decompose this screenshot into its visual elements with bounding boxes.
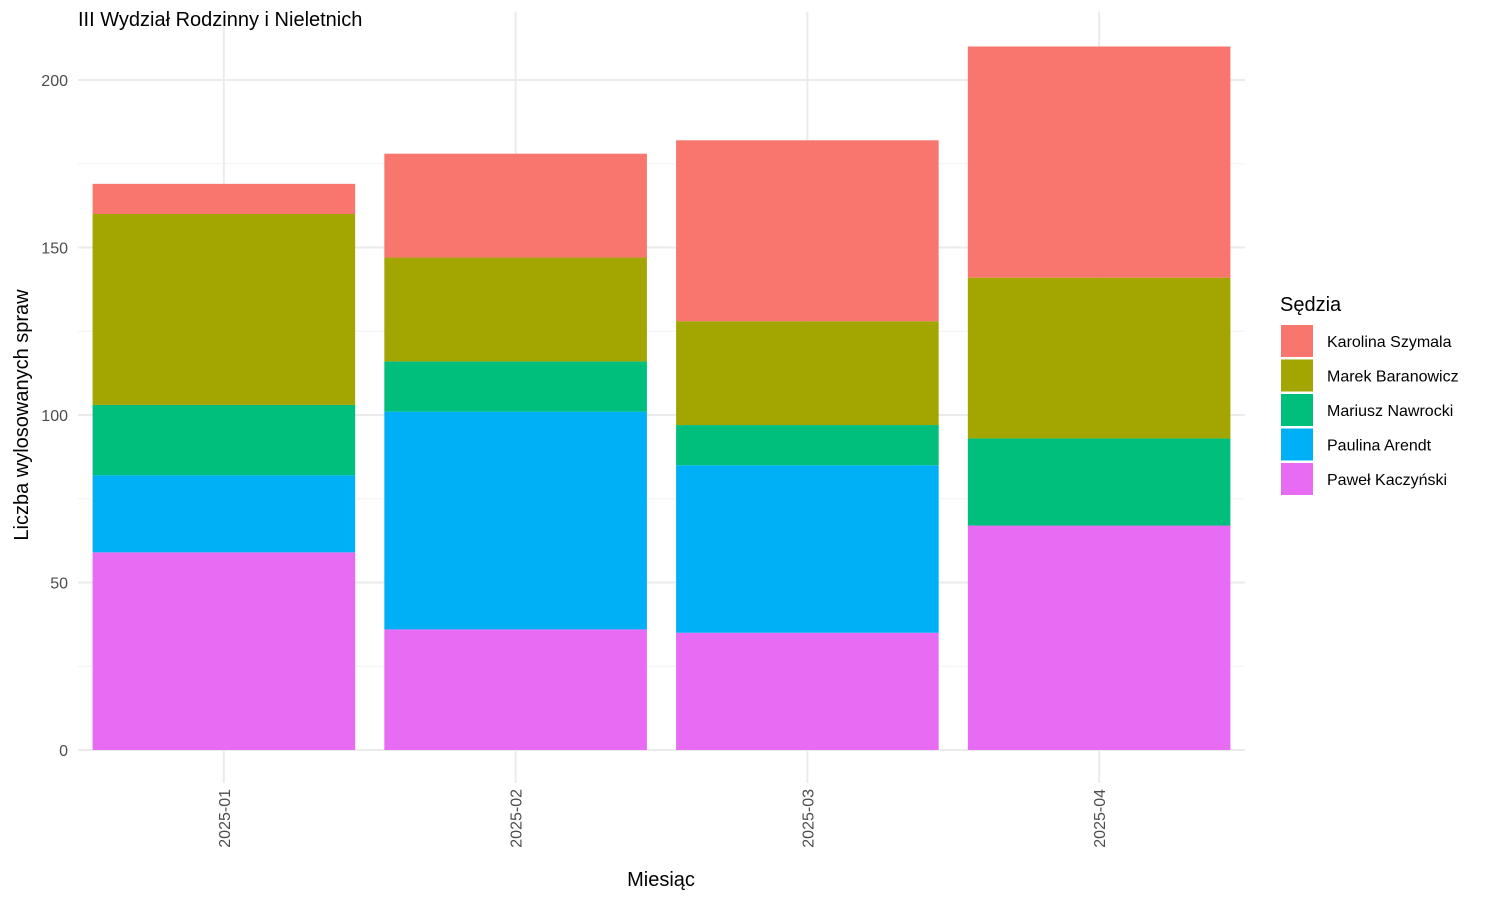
x-tick-label: 2025-03 xyxy=(800,789,817,848)
legend-swatch xyxy=(1281,463,1313,495)
bar-segment xyxy=(676,465,939,633)
y-tick-label: 0 xyxy=(59,743,68,760)
legend-swatch xyxy=(1281,325,1313,357)
x-tick-label: 2025-01 xyxy=(217,789,234,848)
legend-label: Paweł Kaczyński xyxy=(1327,472,1447,489)
y-tick-label: 100 xyxy=(41,408,68,425)
legend-title: Sędzia xyxy=(1280,294,1342,316)
y-tick-label: 50 xyxy=(50,576,68,593)
x-tick-label: 2025-04 xyxy=(1092,789,1109,848)
y-tick-label: 150 xyxy=(41,241,68,258)
bar-segment xyxy=(92,183,356,214)
legend-swatch xyxy=(1281,394,1313,426)
bar-segment xyxy=(676,425,939,466)
legend-label: Karolina Szymala xyxy=(1327,334,1452,351)
bar-segment xyxy=(384,153,647,258)
bar-segment xyxy=(676,140,939,322)
bar-segment xyxy=(967,46,1231,278)
bar-segment xyxy=(676,632,939,750)
bar-segment xyxy=(384,629,647,750)
legend-swatch xyxy=(1281,428,1313,461)
bar-segment xyxy=(384,361,647,412)
x-tick-label: 2025-02 xyxy=(509,789,526,848)
y-tick-label: 200 xyxy=(41,73,68,90)
bar-segment xyxy=(92,404,356,476)
bar-segment xyxy=(92,475,356,553)
axes-layer: 0 50 100 150 200 2025-01 2025-02 2025-03 2025-04 xyxy=(41,73,1109,848)
legend-swatch xyxy=(1281,359,1313,392)
bars-layer xyxy=(92,46,1231,750)
bar-segment xyxy=(384,411,647,630)
chart-title: III Wydział Rodzinny i Nieletnich xyxy=(78,9,362,31)
y-axis-title: Liczba wylosowanych spraw xyxy=(11,289,33,541)
bar-segment xyxy=(967,277,1231,439)
legend-label: Paulina Arendt xyxy=(1327,438,1432,455)
legend: Karolina Szymala Marek Baranowicz Mariusz … xyxy=(1281,325,1459,495)
bar-segment xyxy=(384,257,647,362)
bar-segment xyxy=(967,525,1231,750)
x-axis-title: Miesiąc xyxy=(627,869,695,891)
bar-segment xyxy=(92,552,356,750)
legend-label: Mariusz Nawrocki xyxy=(1327,403,1453,420)
bar-segment xyxy=(967,438,1231,526)
legend-label: Marek Baranowicz xyxy=(1327,369,1459,386)
bar-segment xyxy=(676,321,939,426)
bar-segment xyxy=(92,214,356,405)
